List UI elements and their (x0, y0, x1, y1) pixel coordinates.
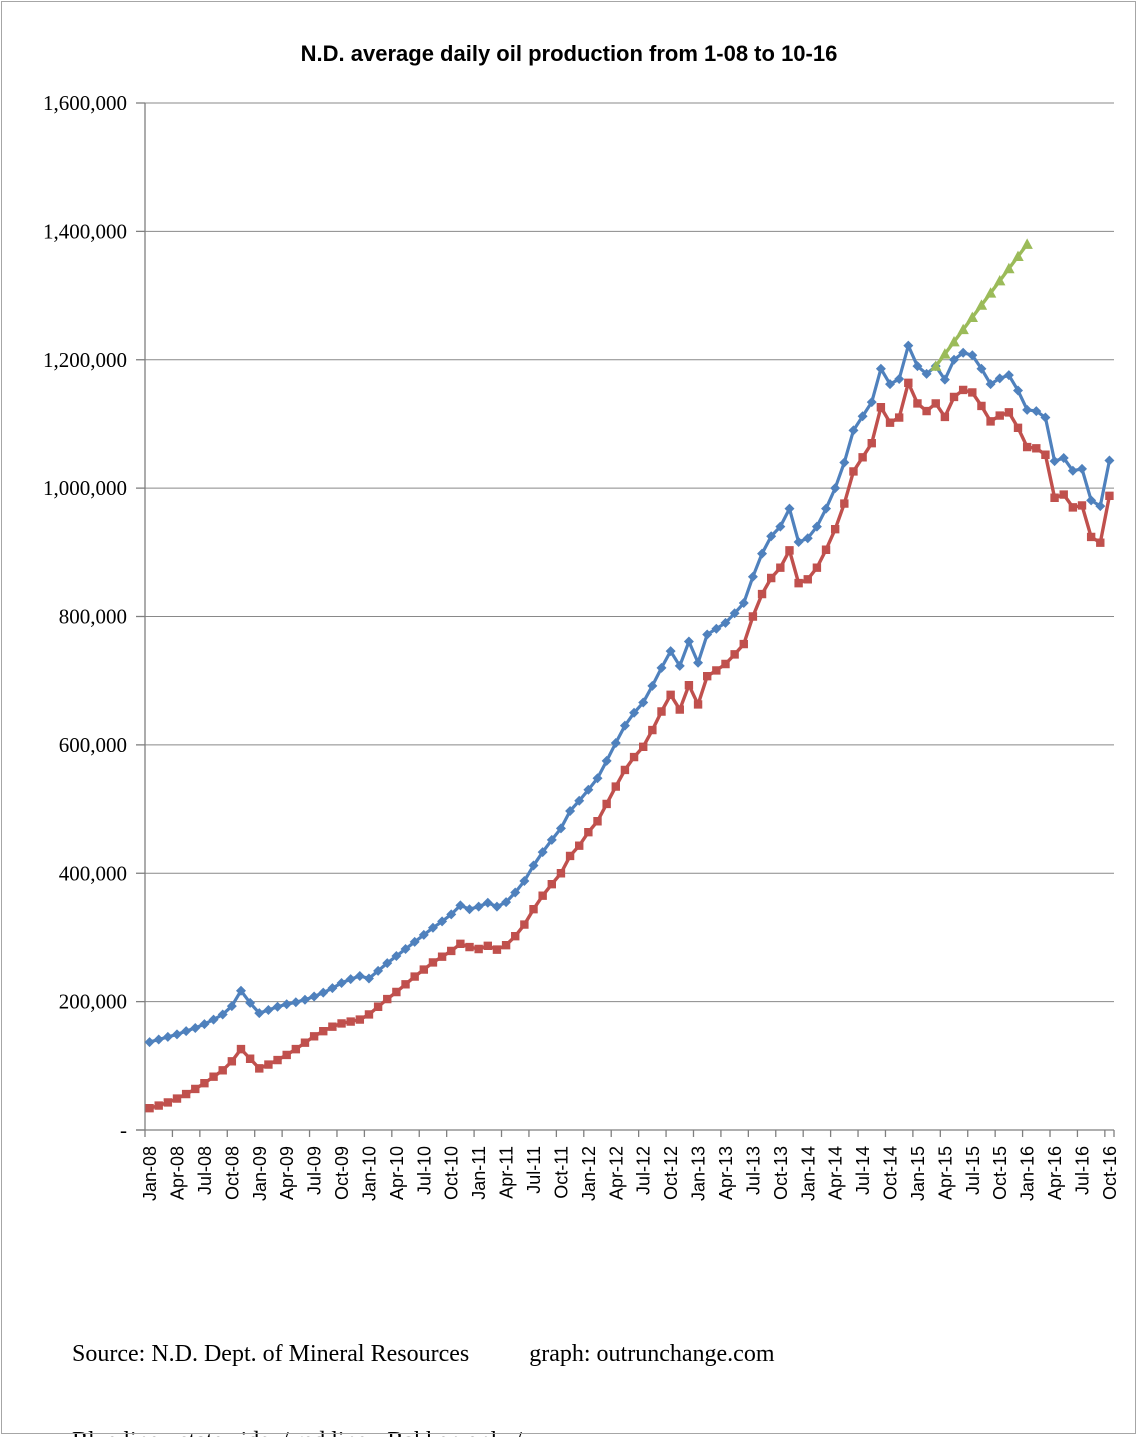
x-axis-label: Apr-09 (277, 1146, 297, 1200)
x-axis-label: Jan-12 (579, 1146, 599, 1201)
x-axis-label: Apr-12 (606, 1146, 626, 1200)
series-statewide (144, 340, 1115, 1048)
series-line-bakken (147, 381, 1112, 1110)
x-axis-label: Apr-10 (387, 1146, 407, 1200)
y-axis-label: 600,000 (59, 733, 127, 757)
x-axis-label: Jul-09 (305, 1146, 325, 1195)
x-axis-label: Jan-15 (908, 1146, 928, 1201)
x-axis-label: Oct-10 (442, 1146, 462, 1200)
chart-title: N.D. average daily oil production from 1… (300, 41, 838, 66)
x-axis-label: Apr-14 (826, 1146, 846, 1200)
y-axis-label: 1,400,000 (43, 219, 127, 243)
x-axis-label: Apr-11 (497, 1146, 517, 1199)
x-axis-label: Jan-08 (140, 1146, 160, 1201)
x-axis-label: Jul-11 (524, 1146, 544, 1194)
y-axis-label: 800,000 (59, 605, 127, 629)
x-axis-label: Oct-13 (771, 1146, 791, 1200)
series-markers-statewide (144, 340, 1115, 1048)
x-axis-label: Oct-08 (222, 1146, 242, 1200)
x-axis-label: Jul-15 (963, 1146, 983, 1195)
series-line-statewide (147, 344, 1112, 1044)
x-axis-label: Jul-14 (853, 1146, 873, 1195)
y-axis-label: - (120, 1118, 127, 1142)
y-axis-label: 400,000 (59, 861, 127, 885)
x-axis-label: Jul-13 (743, 1146, 763, 1195)
series-bakken (145, 378, 1114, 1113)
x-axis-label: Jul-16 (1073, 1146, 1093, 1195)
y-axis-label: 200,000 (59, 990, 127, 1014)
x-axis-label: Jul-08 (195, 1146, 215, 1195)
x-axis-label: Oct-09 (332, 1146, 352, 1200)
x-axis-label: Jan-09 (250, 1146, 270, 1201)
x-axis-label: Oct-11 (551, 1146, 571, 1199)
x-axis-label: Jan-11 (469, 1146, 489, 1200)
x-axis-label: Apr-08 (167, 1146, 187, 1200)
y-axis-label: 1,600,000 (43, 91, 127, 115)
x-axis-label: Jul-12 (634, 1146, 654, 1195)
series-proforma (930, 238, 1033, 371)
chart-caption: Source: N.D. Dept. of Mineral Resources … (72, 1282, 1092, 1437)
x-axis-label: Jan-13 (689, 1146, 709, 1201)
caption-source-line: Source: N.D. Dept. of Mineral Resources … (72, 1341, 775, 1367)
x-axis-label: Oct-12 (661, 1146, 681, 1200)
caption-legend-line: Blue line - statewide / red line - Bakke… (72, 1427, 1092, 1437)
x-axis-label: Jan-14 (798, 1146, 818, 1201)
y-axis-label: 1,000,000 (43, 476, 127, 500)
x-axis-label: Apr-13 (716, 1146, 736, 1200)
x-axis-label: Apr-15 (935, 1146, 955, 1200)
x-axis-label: Jan-10 (359, 1146, 379, 1201)
x-axis-label: Jul-10 (414, 1146, 434, 1195)
y-axis-label: 1,200,000 (43, 348, 127, 372)
x-axis-label: Oct-15 (990, 1146, 1010, 1200)
x-axis-label: Oct-16 (1100, 1146, 1120, 1200)
series-markers-proforma (930, 238, 1033, 371)
x-axis-label: Jan-16 (1018, 1146, 1038, 1201)
x-axis-label: Oct-14 (881, 1146, 901, 1200)
x-axis-label: Apr-16 (1045, 1146, 1065, 1200)
